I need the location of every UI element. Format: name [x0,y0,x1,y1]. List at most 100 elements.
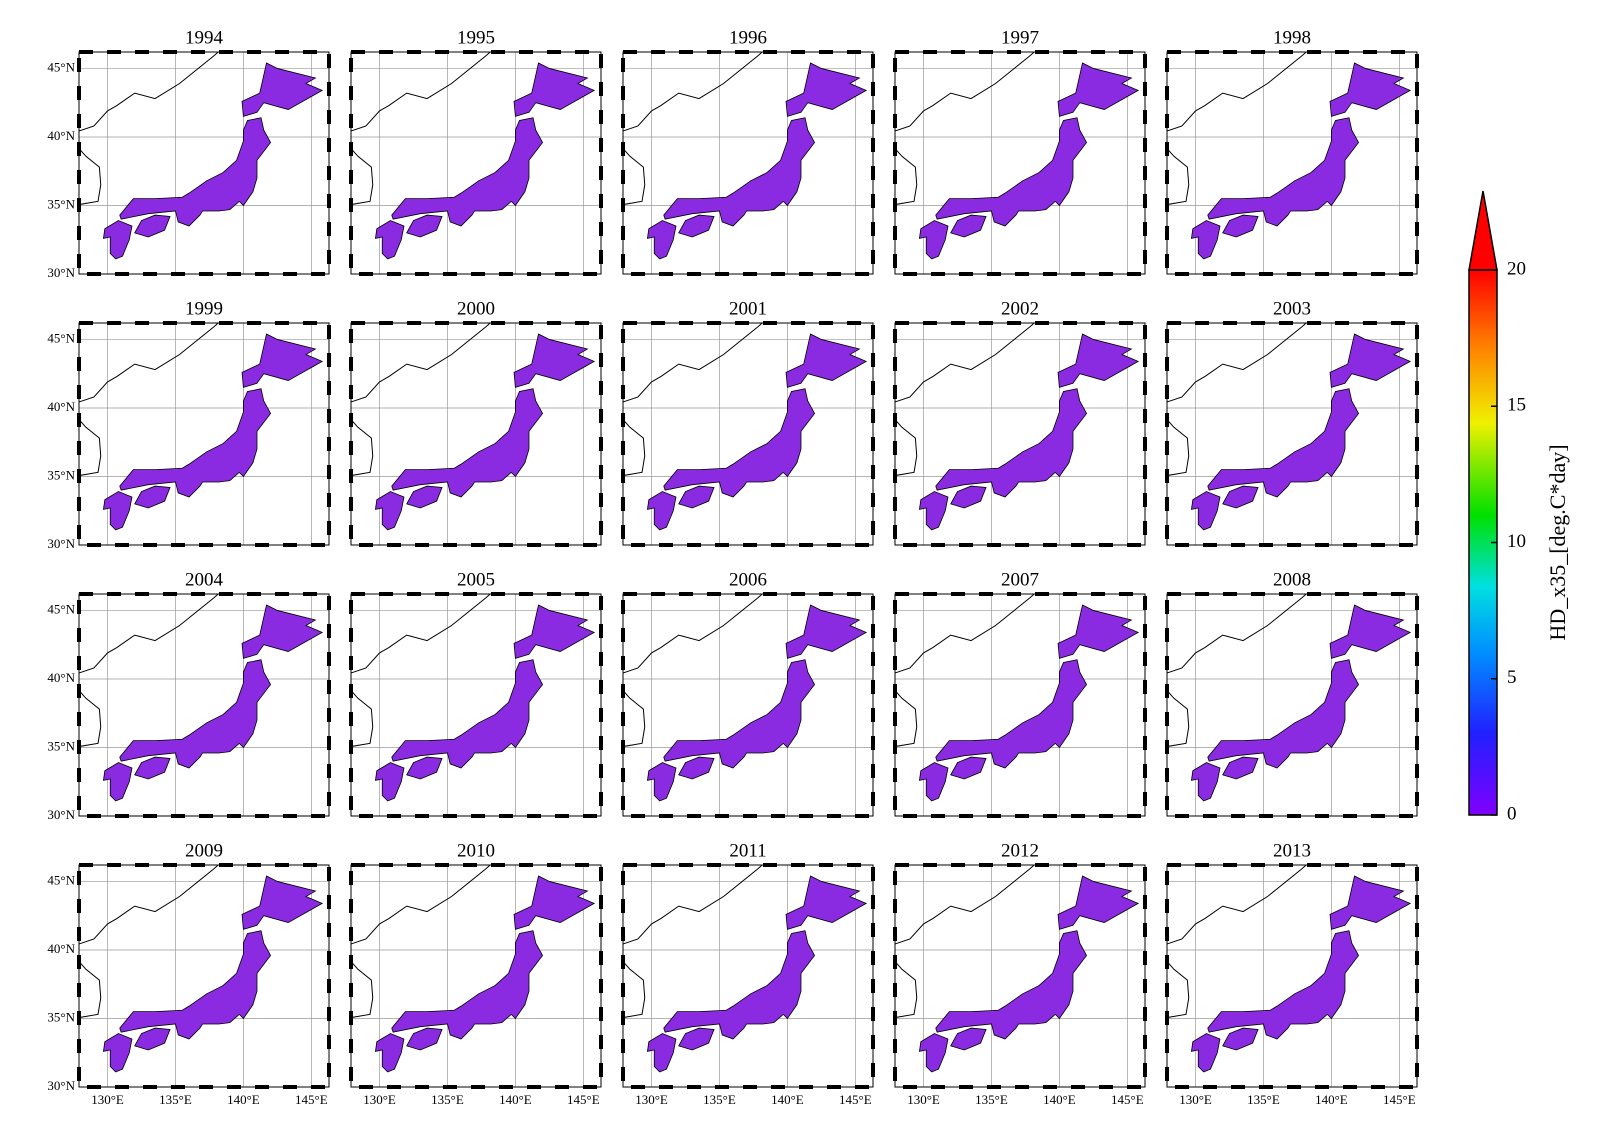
land [241,333,324,388]
lon-label: 145°E [567,1092,600,1107]
lat-label: 45°N [47,872,75,887]
map-panel: 2002 [893,298,1147,547]
map-content [1167,594,1417,816]
coastline [79,52,220,132]
land [1222,756,1259,780]
coastline [351,689,374,748]
land [1222,214,1259,238]
coastline [623,594,764,674]
coastline [895,323,1036,403]
land [406,756,443,780]
coastline [623,960,646,1019]
colorbar: 0 5 10 15 20 HD_x35_[deg.C*day] [1468,190,1570,824]
lat-label: 35°N [47,1009,75,1024]
land [950,214,987,238]
lat-label: 35°N [47,467,75,482]
land [102,491,133,531]
land [950,485,987,509]
lat-label: 30°N [47,265,75,280]
land [241,62,324,117]
lat-label: 40°N [47,941,75,956]
land [1057,333,1140,388]
land [1222,1027,1259,1051]
lon-label: 140°E [1315,1092,1348,1107]
coastline [895,52,1036,132]
coastline [1167,323,1308,403]
coastline [895,960,918,1019]
land [102,762,133,802]
land [391,659,544,769]
map-panel: 2001 [621,298,875,547]
panel-title: 2005 [457,569,495,590]
panel-title: 2010 [457,840,495,861]
land [1222,485,1259,509]
frame [622,51,874,275]
panel-title: 1994 [185,27,224,48]
coastline [623,418,646,477]
panel-title: 2012 [1001,840,1039,861]
coastline [895,418,918,477]
panel-title: 2004 [185,569,224,590]
land [935,930,1088,1040]
land [391,388,544,498]
coastline [895,147,918,206]
lon-label: 135°E [431,1092,464,1107]
lat-label: 45°N [47,59,75,74]
map-content [1167,865,1417,1087]
coastline [351,418,374,477]
land [374,491,405,531]
coastline [623,689,646,748]
lon-label: 130°E [363,1092,396,1107]
land [785,604,868,659]
land [935,117,1088,227]
lon-label: 145°E [839,1092,872,1107]
coastline [1167,52,1308,132]
land [102,220,133,260]
panel-title: 2011 [729,840,766,861]
frame [894,864,1146,1088]
land [1057,875,1140,930]
land [119,388,272,498]
land [374,1033,405,1073]
lon-label: 130°E [635,1092,668,1107]
colorbar-tick-label: 20 [1507,258,1526,279]
land [513,875,596,930]
lon-label: 145°E [1383,1092,1416,1107]
lon-label: 140°E [499,1092,532,1107]
land [785,62,868,117]
map-panel: 2007 [893,569,1147,818]
land [678,756,715,780]
land [1207,659,1360,769]
land [663,117,816,227]
land [678,485,715,509]
land [1207,388,1360,498]
map-content [79,52,329,274]
map-panel: 1996 [621,27,875,276]
land [785,333,868,388]
panel-title: 1996 [729,27,767,48]
coastline [895,865,1036,945]
land [102,1033,133,1073]
land [406,1027,443,1051]
map-panel: 2009 30°N 35°N 40°N 45°N 130°E 135°E 140°E 145°E [47,840,331,1107]
land [935,659,1088,769]
land [134,485,171,509]
land [1329,333,1412,388]
panel-title: 1997 [1001,27,1039,48]
coastline [79,960,102,1019]
lon-label: 135°E [975,1092,1008,1107]
land [374,762,405,802]
frame [78,322,330,546]
land [646,1033,677,1073]
land [950,756,987,780]
panel-title: 2002 [1001,298,1039,319]
lat-label: 30°N [47,807,75,822]
land [1207,117,1360,227]
frame [894,593,1146,817]
map-panel: 2013 130°E 135°E 140°E 145°E [1165,840,1419,1107]
panel-title: 2006 [729,569,767,590]
land [918,762,949,802]
map-content [1167,52,1417,274]
coastline [1167,689,1190,748]
lon-label: 140°E [227,1092,260,1107]
